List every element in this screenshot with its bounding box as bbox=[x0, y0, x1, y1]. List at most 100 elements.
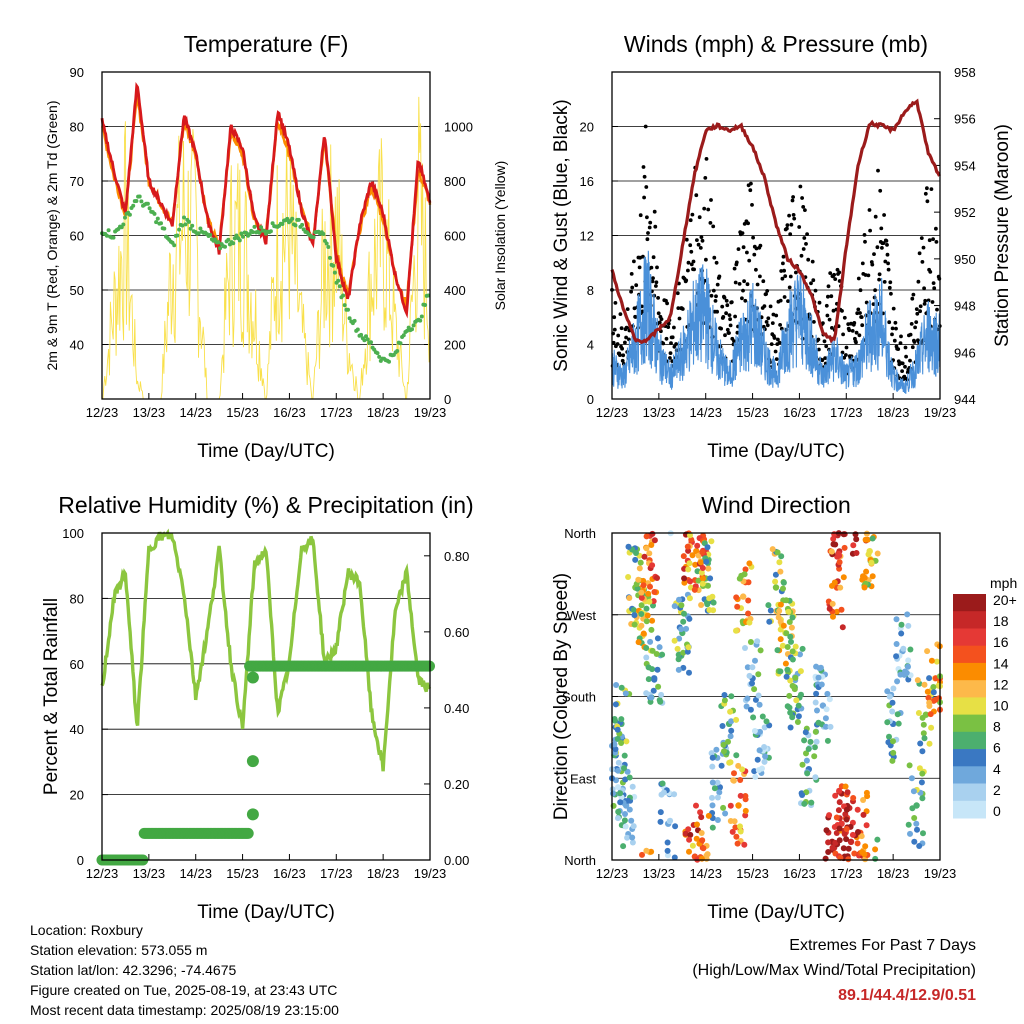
x-tick-label: 17/23 bbox=[320, 866, 353, 881]
y-tick-label: 20 bbox=[580, 120, 594, 135]
y-right-tick-label: 952 bbox=[954, 205, 976, 220]
gust-point bbox=[765, 323, 770, 328]
direction-point bbox=[659, 651, 666, 658]
direction-point bbox=[829, 844, 836, 851]
direction-point bbox=[730, 777, 737, 784]
direction-point bbox=[766, 618, 773, 625]
direction-point bbox=[919, 770, 926, 777]
dewpoint-point bbox=[352, 318, 357, 323]
colorbar-swatch bbox=[953, 611, 986, 629]
gust-point bbox=[862, 233, 867, 237]
gust-point bbox=[850, 329, 855, 333]
dewpoint-point bbox=[218, 246, 223, 251]
direction-point bbox=[680, 553, 687, 560]
direction-point bbox=[631, 621, 638, 628]
dewpoint-point bbox=[405, 328, 409, 333]
direction-point bbox=[671, 603, 678, 610]
x-tick-label: 18/23 bbox=[367, 866, 400, 881]
gust-point bbox=[922, 302, 927, 306]
dewpoint-point bbox=[364, 334, 368, 339]
dewpoint-point bbox=[328, 255, 332, 260]
direction-point bbox=[829, 600, 836, 607]
direction-point bbox=[832, 792, 839, 799]
direction-point bbox=[626, 774, 633, 781]
dewpoint-point bbox=[250, 230, 255, 235]
direction-point bbox=[836, 787, 843, 794]
gust-point bbox=[709, 293, 714, 298]
direction-point bbox=[837, 584, 844, 591]
gust-point bbox=[714, 294, 718, 299]
gust-point bbox=[781, 254, 786, 259]
y-tick-label: 8 bbox=[587, 283, 594, 298]
direction-point bbox=[709, 802, 716, 809]
x-axis-label: Time (Day/UTC) bbox=[197, 441, 335, 462]
direction-point bbox=[905, 657, 912, 664]
direction-point bbox=[803, 750, 809, 757]
direction-point bbox=[807, 738, 814, 745]
gust-point bbox=[711, 288, 716, 293]
x-tick-label: 15/23 bbox=[226, 866, 259, 881]
direction-point bbox=[737, 828, 744, 835]
colorbar-swatch bbox=[953, 714, 986, 733]
direction-point bbox=[714, 794, 721, 801]
direction-point bbox=[786, 619, 793, 625]
y-right-tick-label: 944 bbox=[954, 392, 976, 407]
gust-point bbox=[791, 213, 796, 217]
dewpoint-point bbox=[365, 337, 370, 342]
direction-point bbox=[667, 817, 674, 824]
direction-point bbox=[727, 802, 734, 809]
direction-point bbox=[686, 669, 692, 676]
gust-point bbox=[712, 255, 717, 260]
direction-point bbox=[718, 762, 725, 769]
gust-point bbox=[764, 292, 768, 296]
direction-point bbox=[752, 696, 759, 703]
colorbar-label: 8 bbox=[993, 719, 1001, 735]
dewpoint-point bbox=[134, 199, 139, 203]
x-tick-label: 12/23 bbox=[86, 866, 119, 881]
gust-point bbox=[863, 239, 867, 244]
direction-point bbox=[909, 805, 916, 812]
y-tick-label: 50 bbox=[70, 283, 84, 298]
direction-point bbox=[869, 535, 876, 542]
direction-point bbox=[728, 693, 735, 700]
gust-point bbox=[859, 315, 864, 319]
direction-point bbox=[925, 694, 932, 701]
y-axis-label: Sonic Wind & Gust (Blue, Black) bbox=[551, 99, 572, 371]
direction-point bbox=[826, 812, 833, 819]
direction-point bbox=[928, 657, 935, 664]
gust-point bbox=[925, 199, 930, 204]
gust-point bbox=[653, 224, 658, 229]
gust-point bbox=[736, 247, 741, 252]
direction-point bbox=[733, 594, 740, 601]
direction-point bbox=[914, 826, 920, 833]
direction-point bbox=[761, 744, 768, 750]
direction-point bbox=[622, 823, 629, 830]
direction-point bbox=[777, 601, 784, 608]
gust-point bbox=[746, 221, 750, 226]
series-relative-humidity bbox=[100, 528, 432, 772]
dewpoint-point bbox=[347, 316, 352, 321]
direction-point bbox=[615, 808, 622, 815]
direction-point bbox=[675, 666, 682, 673]
direction-point bbox=[890, 738, 896, 745]
x-tick-label: 16/23 bbox=[273, 866, 306, 881]
x-tick-label: 16/23 bbox=[783, 405, 816, 420]
direction-point bbox=[709, 779, 716, 786]
x-tick-label: 14/23 bbox=[179, 405, 212, 420]
direction-point bbox=[812, 728, 819, 735]
direction-point bbox=[686, 560, 693, 567]
direction-point bbox=[789, 648, 796, 655]
gust-point bbox=[800, 196, 804, 200]
direction-point bbox=[777, 568, 784, 575]
dewpoint-point bbox=[139, 199, 144, 204]
direction-point bbox=[836, 559, 843, 566]
dewpoint-point bbox=[237, 238, 242, 243]
direction-point bbox=[746, 672, 753, 679]
direction-point bbox=[640, 630, 647, 637]
direction-point bbox=[787, 724, 794, 731]
direction-point bbox=[874, 550, 881, 557]
direction-point bbox=[900, 645, 907, 652]
direction-point bbox=[688, 536, 695, 543]
direction-point bbox=[811, 744, 818, 751]
dewpoint-point bbox=[293, 223, 298, 228]
